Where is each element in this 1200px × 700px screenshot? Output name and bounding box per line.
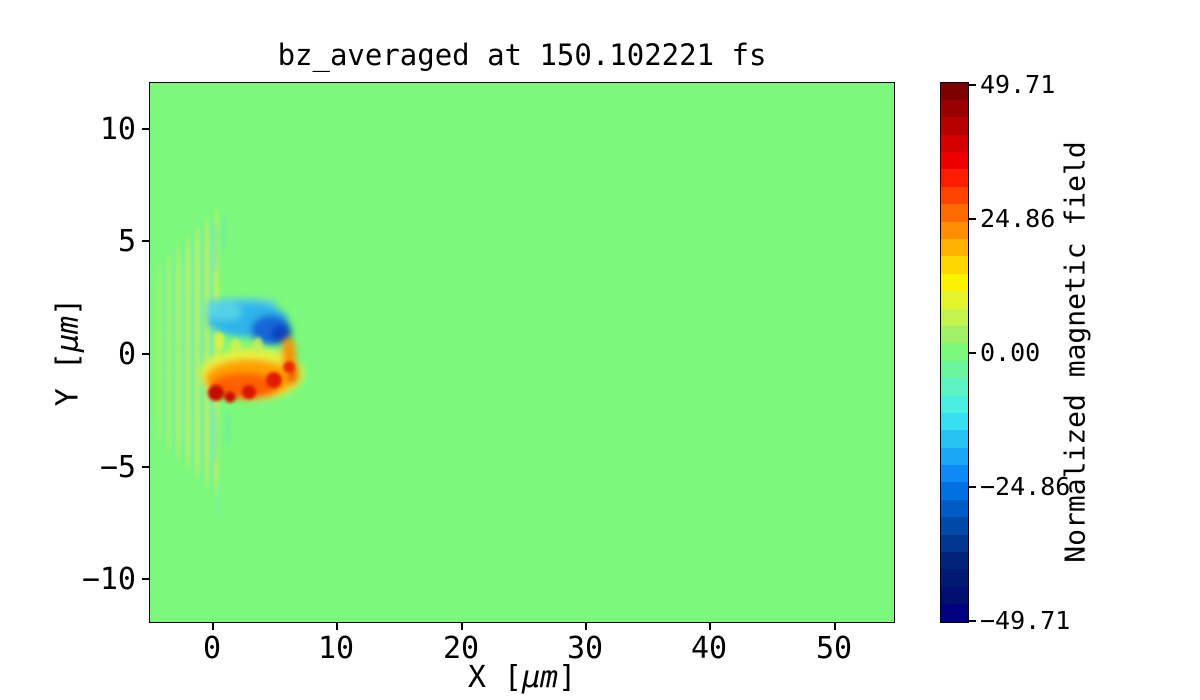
y-tick-label: 0: [117, 337, 136, 372]
colorbar-tick-mark: [968, 218, 976, 220]
colorbar-band: [940, 517, 968, 535]
colorbar-band: [940, 447, 968, 466]
colorbar-band: [940, 273, 968, 292]
colorbar-band: [940, 412, 968, 431]
colorbar-band: [940, 169, 968, 187]
y-tick-mark: [142, 466, 150, 468]
colorbar-tick-mark: [968, 352, 976, 354]
colorbar-band: [940, 186, 968, 205]
y-axis-label: Y [μm]: [50, 297, 86, 407]
laser-ripples-shape: [155, 207, 220, 498]
y-tick-mark: [142, 578, 150, 580]
colorbar-band: [940, 430, 968, 448]
colorbar-band: [940, 552, 968, 570]
negative-lobe-shape: [205, 297, 291, 345]
x-tick-label: 0: [202, 631, 222, 666]
colorbar-band: [940, 360, 968, 379]
colorbar-band: [940, 99, 968, 118]
colorbar-band: [940, 256, 968, 274]
colorbar-tick-mark: [968, 486, 976, 488]
colorbar-band: [940, 482, 968, 500]
colorbar-band: [940, 82, 968, 100]
colorbar-band: [940, 569, 968, 587]
x-tick-mark: [709, 622, 711, 630]
colorbar-tick-label: 24.86: [980, 204, 1056, 233]
colorbar-band: [940, 586, 968, 605]
x-tick-mark: [336, 622, 338, 630]
x-tick-label: 20: [442, 631, 480, 666]
plot-title: bz_averaged at 150.102221 fs: [277, 38, 767, 72]
y-tick-mark: [142, 240, 150, 242]
y-tick-label: −5: [99, 450, 136, 485]
colorbar-band: [940, 239, 968, 257]
colorbar-tick-mark: [968, 84, 976, 86]
colorbar-band: [940, 534, 968, 553]
colorbar-band: [940, 465, 968, 483]
x-axis-label: X [μm]: [467, 660, 577, 695]
weak-streaks-shape: [212, 214, 230, 520]
x-tick-mark: [834, 622, 836, 630]
x-tick-label: 50: [815, 631, 853, 666]
y-tick-label: 10: [99, 112, 136, 147]
colorbar-band: [940, 395, 968, 413]
colorbar-axis-label: Normalized magnetic field: [1058, 141, 1092, 563]
x-tick-mark: [585, 622, 587, 630]
colorbar-tick-label: −24.86: [980, 472, 1071, 501]
colorbar-band: [940, 117, 968, 135]
heatmap-plot-area: [148, 81, 895, 623]
colorbar: [939, 81, 969, 623]
x-tick-label: 10: [317, 631, 355, 666]
colorbar-band: [940, 499, 968, 518]
heatmap-canvas: [149, 82, 894, 622]
y-tick-mark: [142, 128, 150, 130]
x-tick-mark: [212, 622, 214, 630]
y-tick-label: −10: [81, 562, 136, 597]
colorbar-tick-mark: [968, 620, 976, 622]
y-tick-mark: [142, 353, 150, 355]
colorbar-tick-label: 0.00: [980, 338, 1041, 367]
colorbar-band: [940, 308, 968, 326]
colorbar-band: [940, 604, 968, 622]
colorbar-band: [940, 152, 968, 170]
colorbar-tick-label: −49.71: [980, 606, 1071, 635]
colorbar-band: [940, 378, 968, 396]
x-tick-label: 40: [690, 631, 728, 666]
x-tick-mark: [461, 622, 463, 630]
colorbar-band: [940, 291, 968, 309]
y-tick-label: 5: [117, 224, 136, 259]
bridge-spots-shape: [215, 331, 263, 353]
colorbar-band: [940, 221, 968, 240]
positive-lobe-cores-shape: [207, 361, 294, 402]
colorbar-band: [940, 343, 968, 361]
colorbar-band: [940, 325, 968, 344]
x-tick-label: 30: [566, 631, 604, 666]
colorbar-tick-label: 49.71: [980, 70, 1056, 99]
colorbar-band: [940, 204, 968, 222]
colorbar-band: [940, 134, 968, 153]
